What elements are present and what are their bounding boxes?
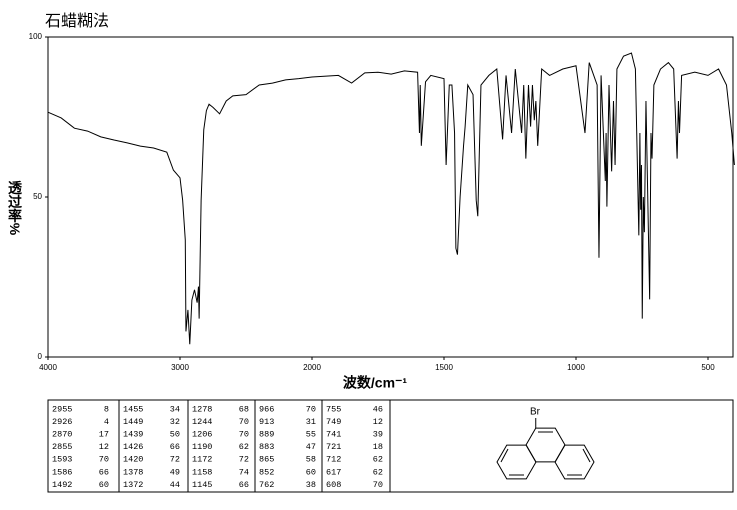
peak-wavenumber: 1372 <box>123 480 143 490</box>
structure-label: Br <box>530 407 541 418</box>
peak-transmittance: 70 <box>239 417 249 427</box>
peak-transmittance: 66 <box>99 467 109 477</box>
peak-transmittance: 62 <box>373 467 383 477</box>
peak-transmittance: 4 <box>104 417 109 427</box>
x-tick-label: 4000 <box>39 363 57 372</box>
peak-transmittance: 74 <box>239 467 249 477</box>
peak-transmittance: 62 <box>373 455 383 465</box>
x-tick-label: 1000 <box>567 363 585 372</box>
peak-wavenumber: 2926 <box>52 417 72 427</box>
peak-wavenumber: 1586 <box>52 467 72 477</box>
peak-wavenumber: 2955 <box>52 404 72 414</box>
x-axis-label: 波数/cm⁻¹ <box>343 375 408 391</box>
peak-transmittance: 55 <box>306 429 316 439</box>
peak-transmittance: 39 <box>373 429 383 439</box>
peak-transmittance: 31 <box>306 417 316 427</box>
peak-transmittance: 50 <box>170 429 180 439</box>
peak-transmittance: 46 <box>373 404 383 414</box>
peak-transmittance: 70 <box>239 429 249 439</box>
spectrum-line <box>47 52 735 345</box>
peak-transmittance: 68 <box>239 404 249 414</box>
peak-wavenumber: 741 <box>326 429 341 439</box>
peak-transmittance: 12 <box>373 417 383 427</box>
peak-transmittance: 58 <box>306 455 316 465</box>
peak-wavenumber: 2870 <box>52 429 72 439</box>
peak-transmittance: 8 <box>104 404 109 414</box>
peak-wavenumber: 755 <box>326 404 341 414</box>
peak-transmittance: 44 <box>170 480 180 490</box>
peak-wavenumber: 762 <box>259 480 274 490</box>
peak-wavenumber: 1455 <box>123 404 143 414</box>
structure-diagram <box>496 418 595 480</box>
peak-wavenumber: 1206 <box>192 429 212 439</box>
peak-transmittance: 47 <box>306 442 316 452</box>
peak-wavenumber: 913 <box>259 417 274 427</box>
peak-wavenumber: 1420 <box>123 455 143 465</box>
peak-wavenumber: 889 <box>259 429 274 439</box>
peak-transmittance: 66 <box>170 442 180 452</box>
x-tick-label: 500 <box>701 363 715 372</box>
peak-wavenumber: 1158 <box>192 467 212 477</box>
peak-wavenumber: 721 <box>326 442 341 452</box>
peak-wavenumber: 1190 <box>192 442 212 452</box>
peak-wavenumber: 883 <box>259 442 274 452</box>
x-tick-label: 3000 <box>171 363 189 372</box>
peak-wavenumber: 1244 <box>192 417 212 427</box>
peak-wavenumber: 617 <box>326 467 341 477</box>
plot-frame <box>47 36 734 358</box>
peak-transmittance: 70 <box>306 404 316 414</box>
peak-transmittance: 70 <box>373 480 383 490</box>
peak-transmittance: 32 <box>170 417 180 427</box>
peak-wavenumber: 712 <box>326 455 341 465</box>
peak-wavenumber: 1593 <box>52 455 72 465</box>
peak-wavenumber: 1439 <box>123 429 143 439</box>
peak-wavenumber: 852 <box>259 467 274 477</box>
peak-transmittance: 17 <box>99 429 109 439</box>
y-tick-label: 100 <box>29 32 43 41</box>
peak-transmittance: 18 <box>373 442 383 452</box>
peak-transmittance: 12 <box>99 442 109 452</box>
y-axis-label: 透过率% <box>7 181 23 236</box>
peak-wavenumber: 1492 <box>52 480 72 490</box>
peak-transmittance: 38 <box>306 480 316 490</box>
peak-wavenumber: 1378 <box>123 467 143 477</box>
peak-transmittance: 62 <box>239 442 249 452</box>
table-dividers <box>118 400 391 492</box>
x-tick-label: 2000 <box>303 363 321 372</box>
peak-transmittance: 66 <box>239 480 249 490</box>
peak-wavenumber: 1278 <box>192 404 212 414</box>
peak-transmittance: 72 <box>170 455 180 465</box>
peak-wavenumber: 1426 <box>123 442 143 452</box>
peak-transmittance: 70 <box>99 455 109 465</box>
peak-transmittance: 72 <box>239 455 249 465</box>
peak-wavenumber: 1172 <box>192 455 212 465</box>
x-tick-label: 1500 <box>435 363 453 372</box>
peak-wavenumber: 966 <box>259 404 274 414</box>
y-tick-label: 0 <box>38 352 43 361</box>
peak-wavenumber: 1145 <box>192 480 212 490</box>
peak-transmittance: 49 <box>170 467 180 477</box>
chart-title: 石蜡糊法 <box>45 12 109 30</box>
peak-wavenumber: 608 <box>326 480 341 490</box>
peak-wavenumber: 2855 <box>52 442 72 452</box>
peak-transmittance: 60 <box>306 467 316 477</box>
y-tick-label: 50 <box>33 192 42 201</box>
peak-transmittance: 34 <box>170 404 180 414</box>
peak-transmittance: 60 <box>99 480 109 490</box>
peak-wavenumber: 749 <box>326 417 341 427</box>
peak-wavenumber: 1449 <box>123 417 143 427</box>
peak-wavenumber: 865 <box>259 455 274 465</box>
